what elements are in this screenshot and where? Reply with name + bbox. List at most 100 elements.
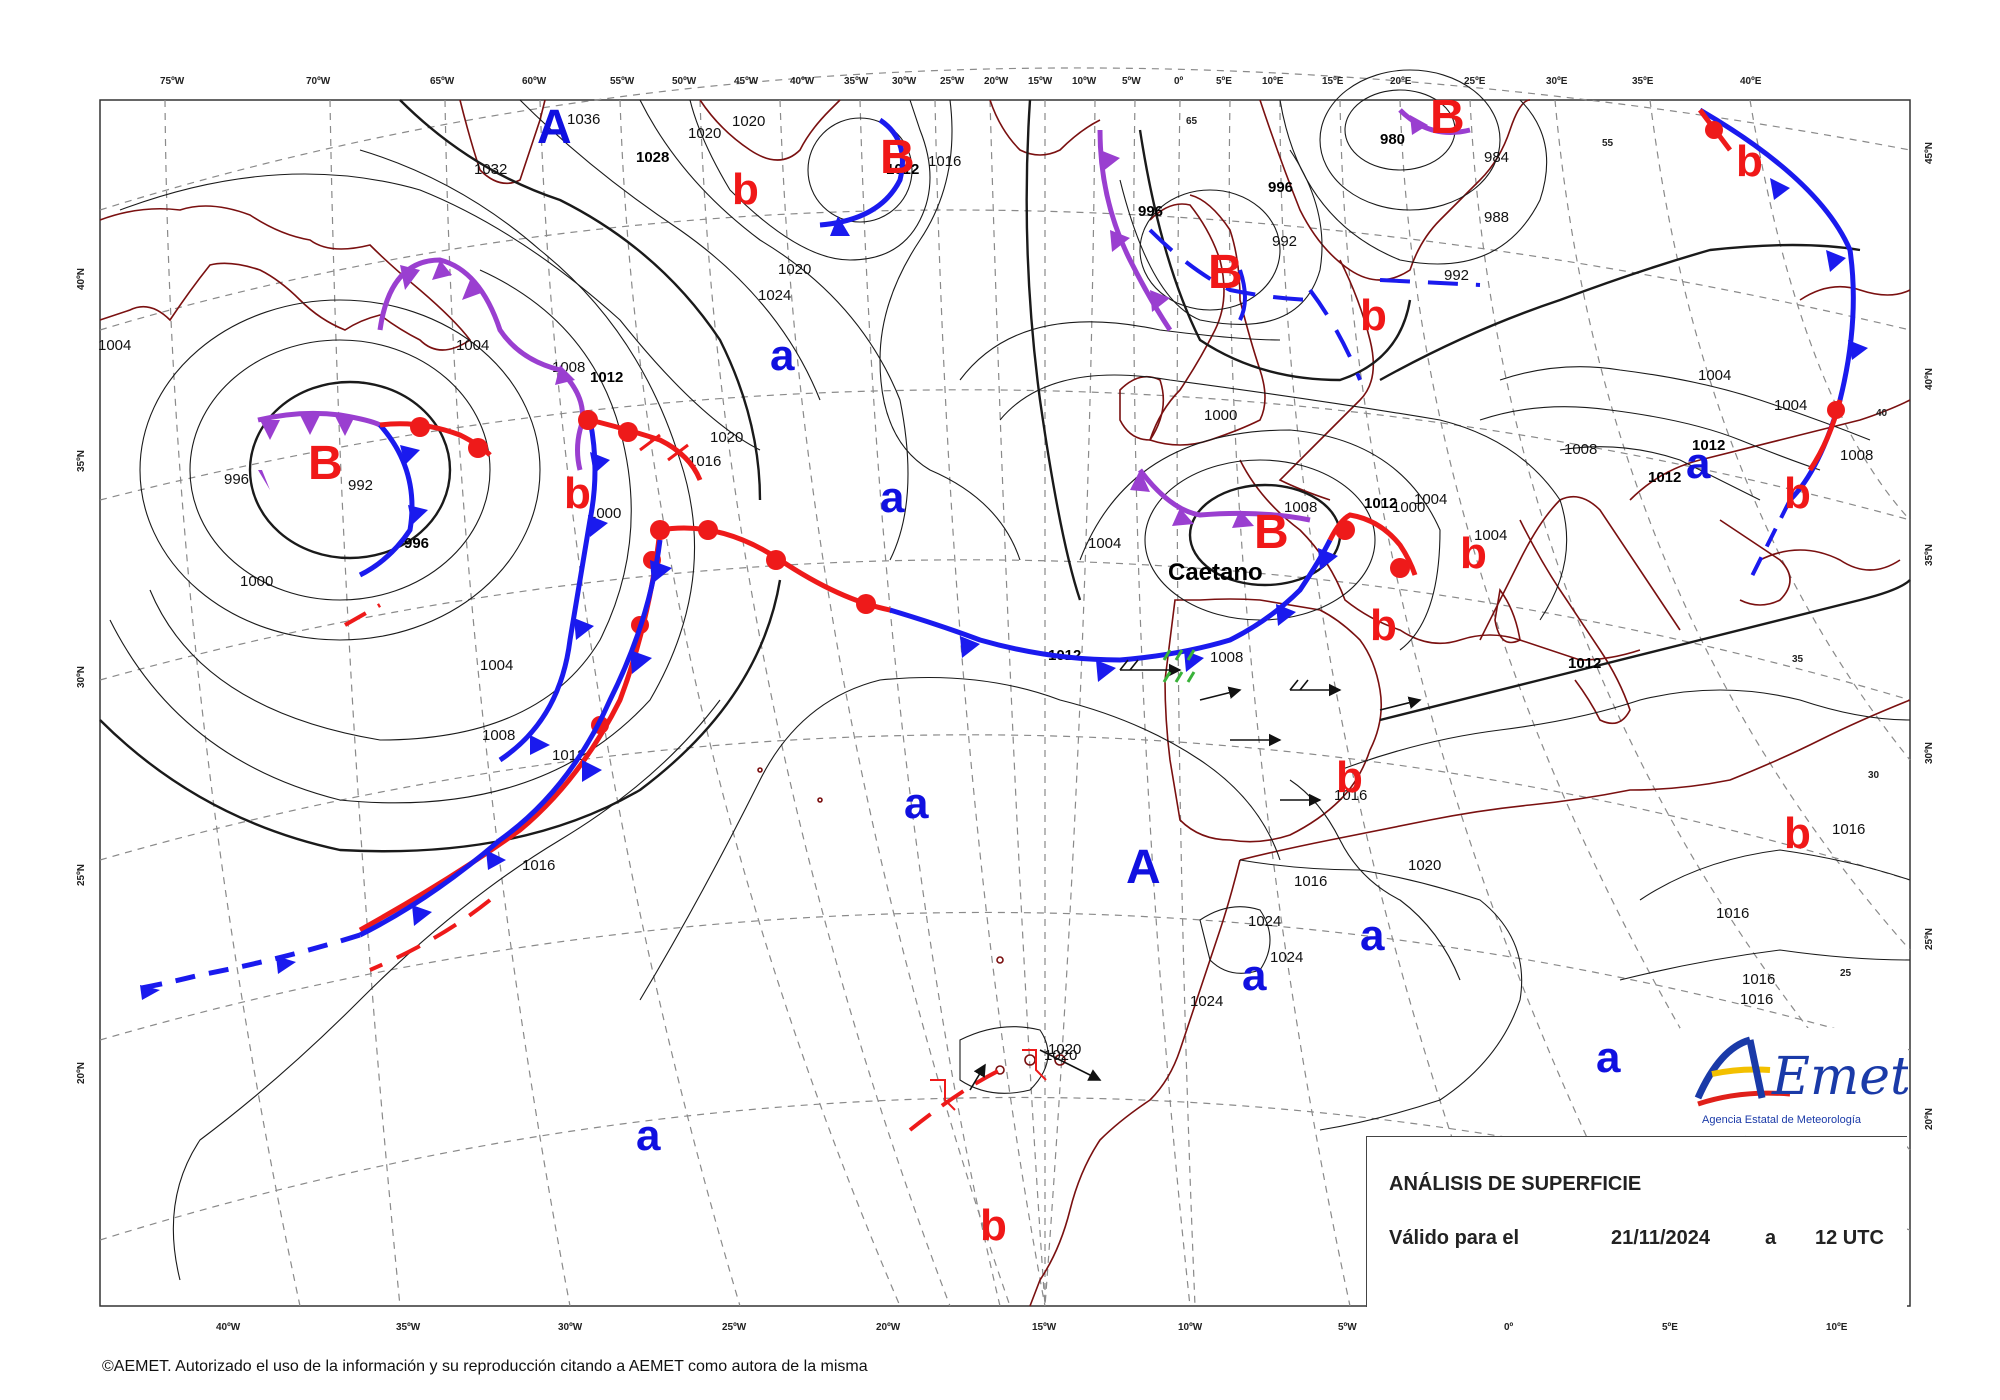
front-symbol (1705, 121, 1723, 139)
front-symbol (555, 365, 575, 385)
cold-front (498, 419, 598, 763)
longitude-label: 30ºW (558, 1322, 583, 1333)
left-latitude-labels: 40ºN 35ºN 30ºN 25ºN 20ºN (76, 268, 87, 1084)
isotherm-label: 55 (1602, 138, 1614, 149)
latitude-label: 40ºN (76, 268, 87, 290)
high-center-label: A (1126, 841, 1161, 894)
longitude-label: 40ºE (1740, 76, 1762, 87)
longitude-label: 25ºW (722, 1322, 747, 1333)
front-symbol (1172, 508, 1194, 526)
low-center-label: B (1208, 246, 1243, 299)
front-symbol (1390, 558, 1410, 578)
isobar-label: 1016 (1294, 873, 1327, 890)
longitude-label: 40ºW (216, 1322, 241, 1333)
isobar-label: 1000 (588, 505, 621, 522)
isobar-label: 1024 (1190, 993, 1223, 1010)
relative-high-label: a (880, 473, 905, 522)
relative-low-label: b (1736, 137, 1763, 186)
trough (1379, 278, 1481, 287)
longitude-label: 5ºE (1216, 76, 1232, 87)
isobar-label: 1020 (1048, 1041, 1081, 1058)
relative-low-label: b (1784, 469, 1811, 518)
front-symbol (1335, 520, 1355, 540)
cold-front (358, 423, 415, 578)
longitude-label: 25ºW (940, 76, 965, 87)
isobar-label: 1024 (1248, 913, 1281, 930)
coastlines (99, 99, 1911, 1307)
fronts (129, 107, 1868, 1132)
longitude-label: 75ºW (160, 76, 185, 87)
longitude-label: 10ºW (1178, 1322, 1203, 1333)
front-symbol (698, 520, 718, 540)
front-symbol (530, 735, 550, 755)
isobar-label: 992 (1272, 233, 1297, 250)
isobar-label: 980 (1380, 131, 1405, 148)
squall-symbols (930, 1049, 1047, 1111)
front-symbol (276, 956, 296, 974)
front-symbol (1770, 178, 1790, 200)
isotherm-label: 35 (1792, 654, 1804, 665)
isobar-label: 1004 (456, 337, 489, 354)
low-center-label: B (308, 437, 343, 490)
longitude-label: 65ºW (430, 76, 455, 87)
front-symbol (1150, 290, 1170, 312)
front-symbol (766, 550, 786, 570)
rain-symbols (1162, 649, 1196, 683)
isobar-label: 996 (404, 535, 429, 552)
isobar-label: 996 (1268, 179, 1293, 196)
longitude-label: 50ºW (672, 76, 697, 87)
front-symbol (1410, 115, 1428, 135)
top-longitude-labels: 75ºW 70ºW 65ºW 60ºW 55ºW 50ºW 45ºW 40ºW … (160, 76, 1762, 87)
isobar-label: 1020 (778, 261, 811, 278)
wind-barbs (969, 659, 1422, 1091)
front-symbol (468, 438, 488, 458)
latitude-label: 25ºN (1924, 928, 1935, 950)
longitude-label: 10ºE (1826, 1322, 1848, 1333)
pressure-center-labels: A A B B B B B (308, 91, 1465, 894)
front-symbol (1232, 510, 1254, 528)
isobar-label: 1008 (1840, 447, 1873, 464)
relative-low-label: b (732, 165, 759, 214)
front-symbol (856, 594, 876, 614)
front-symbol (432, 260, 452, 280)
longitude-label: 10ºW (1072, 76, 1097, 87)
isobar-label: 1020 (1044, 1047, 1077, 1064)
isobar-label: 1004 (98, 337, 131, 354)
isobar-label: 1020 (1408, 857, 1441, 874)
isobar-label: 1000 (240, 573, 273, 590)
isotherm-label: 25 (1840, 968, 1852, 979)
isobar-label: 1012 (590, 369, 623, 386)
isobar-label: 1012 (1692, 437, 1725, 454)
isobar-label: 1020 (732, 113, 765, 130)
longitude-label: 45ºW (734, 76, 759, 87)
isobar-label: 1004 (1774, 397, 1807, 414)
longitude-label: 35ºW (396, 1322, 421, 1333)
isobar-label: 1004 (1088, 535, 1121, 552)
longitude-label: 35ºW (844, 76, 869, 87)
trough (1748, 499, 1792, 581)
front-symbol (639, 433, 689, 462)
latitude-label: 30ºN (1924, 742, 1935, 764)
isobar-label: 1008 (1284, 499, 1317, 516)
front-symbol (1827, 401, 1845, 419)
front-symbol (412, 905, 432, 926)
copyright-notice: ©AEMET. Autorizado el uso de la informac… (102, 1358, 868, 1375)
isobar-label: 1016 (1742, 971, 1775, 988)
front-symbol (140, 985, 160, 1000)
relative-high-label: a (1596, 1033, 1621, 1082)
valid-time: 12 UTC (1815, 1227, 1884, 1249)
longitude-label: 5ºW (1338, 1322, 1357, 1333)
low-center-label: B (1430, 91, 1465, 144)
front-symbol (410, 417, 430, 437)
front-symbol (1318, 548, 1338, 570)
relative-low-label: b (1784, 809, 1811, 858)
longitude-label: 70ºW (306, 76, 331, 87)
longitude-label: 15ºE (1322, 76, 1344, 87)
relative-low-label: b (1360, 291, 1387, 340)
isobar-label: 1016 (1716, 905, 1749, 922)
latitude-label: 20ºN (1924, 1108, 1935, 1130)
cold-front (819, 117, 905, 228)
front-symbol (590, 452, 610, 474)
occluded-front (377, 257, 561, 373)
